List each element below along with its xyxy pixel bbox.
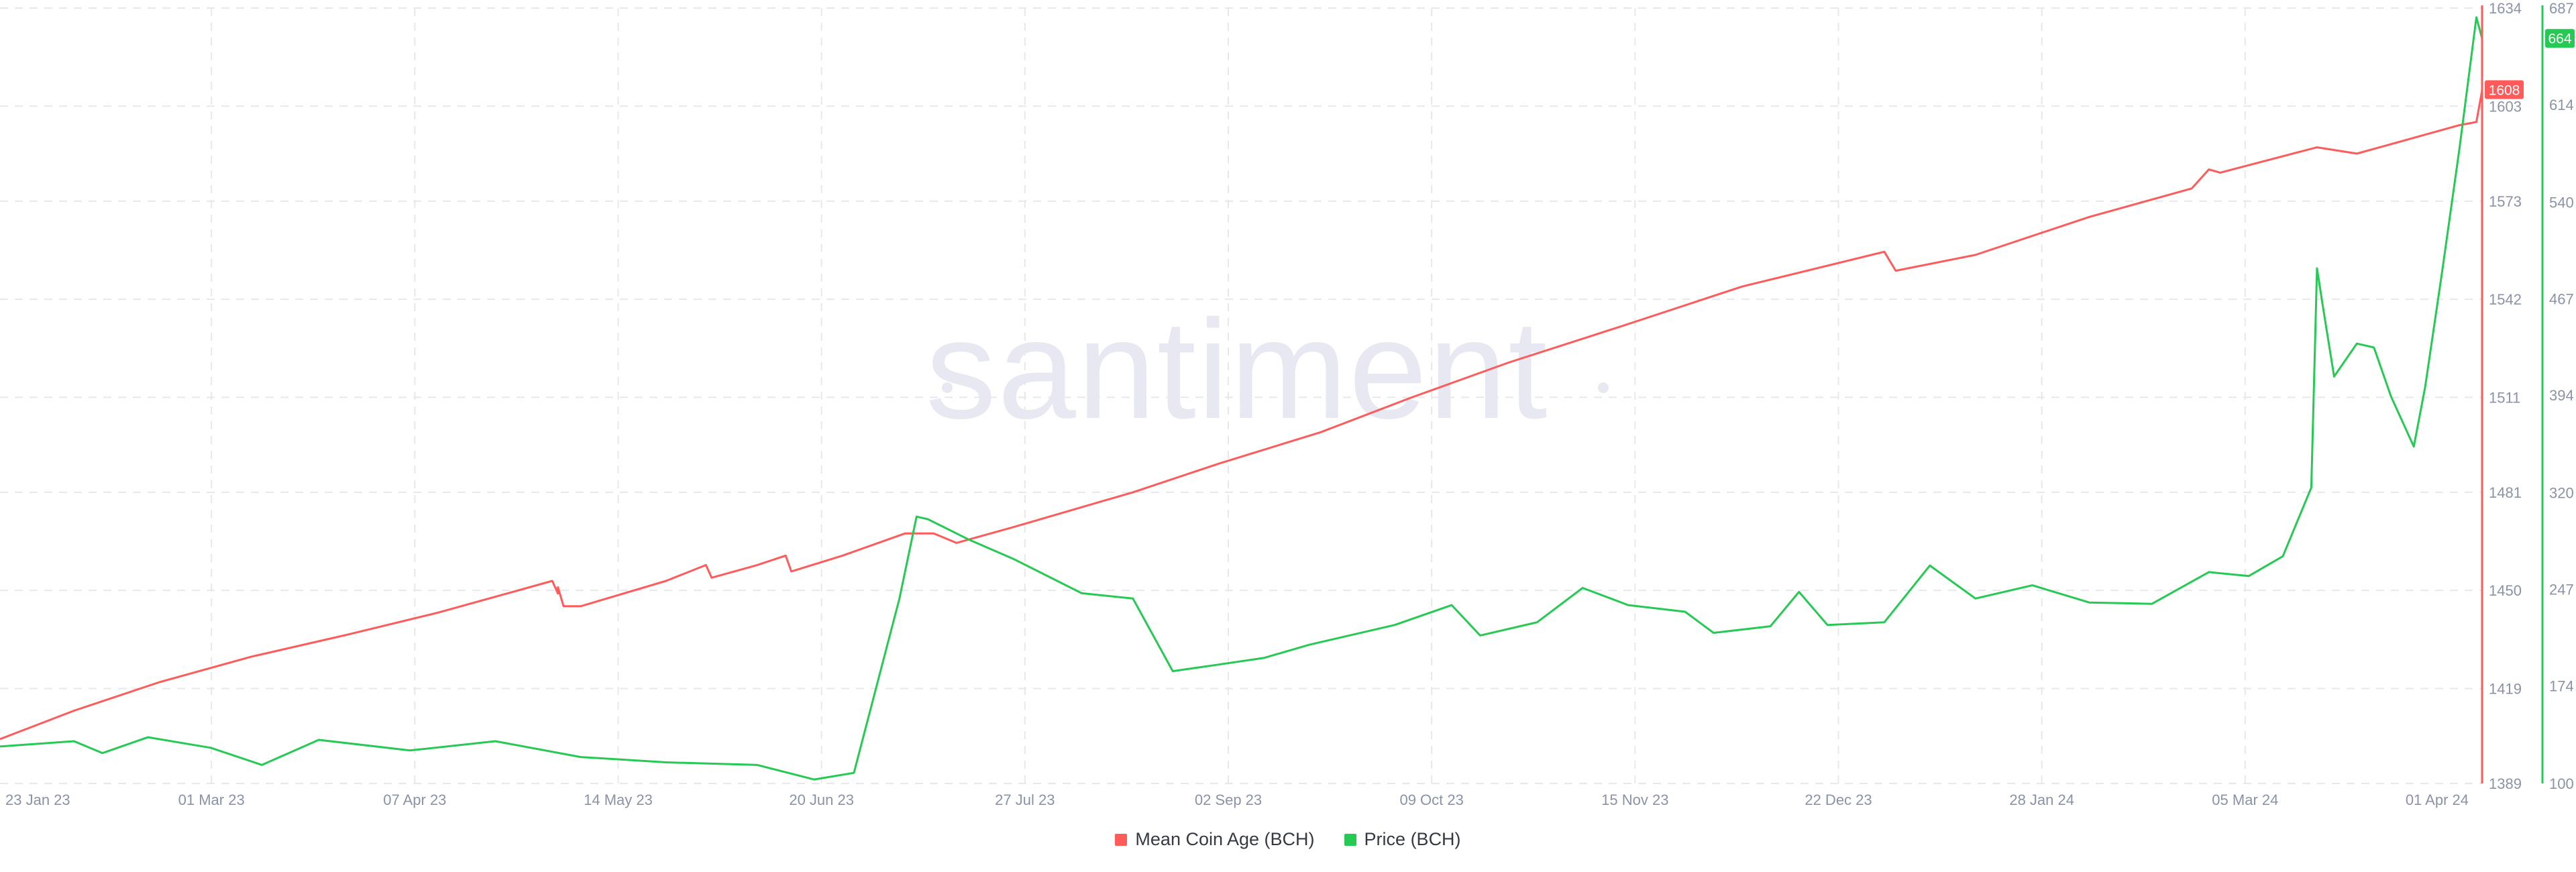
price-badge-text: 664 (2548, 31, 2571, 46)
legend-label-mean-coin-age: Mean Coin Age (BCH) (1135, 829, 1315, 849)
price-tick-label: 540 (2549, 194, 2574, 211)
series-lines (0, 16, 2483, 781)
x-tick-label: 28 Jan 24 (2009, 792, 2074, 808)
price-line (0, 16, 2483, 781)
price-tick-label: 687 (2549, 0, 2574, 17)
mean-coin-age-tick-label: 1634 (2489, 0, 2522, 17)
mean-coin-age-tick-label: 1450 (2489, 582, 2522, 599)
mean-coin-age-tick-label: 1542 (2489, 291, 2522, 308)
price-tick-label: 320 (2549, 485, 2574, 502)
x-tick-label: 22 Dec 23 (1805, 792, 1872, 808)
price-tick-label: 467 (2549, 290, 2574, 307)
mean-coin-age-badge (2485, 80, 2524, 99)
x-tick-label: 01 Mar 23 (178, 792, 245, 808)
mean-coin-age-badge-text: 1608 (2489, 83, 2520, 99)
mean-coin-age-tick-label: 1419 (2489, 680, 2522, 697)
x-tick-label: 02 Sep 23 (1195, 792, 1262, 808)
price-tick-label: 614 (2549, 97, 2574, 113)
price-tick-label: 394 (2549, 387, 2574, 404)
watermark-dot-right (1598, 382, 1609, 393)
mean-coin-age-tick-label: 1389 (2489, 775, 2522, 792)
x-tick-label: 01 Apr 24 (2406, 792, 2469, 808)
x-tick-label: 15 Nov 23 (1601, 792, 1668, 808)
x-tick-label: 05 Mar 24 (2212, 792, 2278, 808)
price-badge (2545, 29, 2575, 48)
grid (0, 7, 2482, 784)
price-tick-label: 247 (2549, 582, 2574, 598)
mean-coin-age-tick-label: 1603 (2489, 98, 2522, 115)
x-tick-label: 20 Jun 23 (789, 792, 854, 808)
legend-swatch-price (1344, 833, 1356, 846)
mean-coin-age-tick-label: 1481 (2489, 484, 2522, 501)
x-tick-label: 27 Jul 23 (995, 792, 1055, 808)
legend-swatch-mean-coin-age (1115, 833, 1128, 846)
watermark-dot-left (942, 382, 953, 393)
legend-item-mean-coin-age[interactable]: Mean Coin Age (BCH) (1115, 829, 1315, 850)
watermark: santiment (926, 290, 1549, 448)
legend-item-price[interactable]: Price (BCH) (1344, 829, 1461, 850)
x-tick-label: 14 May 23 (584, 792, 653, 808)
legend-label-price: Price (BCH) (1364, 829, 1461, 849)
x-tick-label: 23 Jan 23 (5, 792, 70, 808)
mean-coin-age-tick-label: 1511 (2489, 389, 2520, 406)
x-tick-label: 07 Apr 23 (383, 792, 446, 808)
axes: 23 Jan 23 01 Mar 23 07 Apr 23 14 May 23 20 J… (5, 0, 2575, 808)
price-tick-label: 174 (2549, 677, 2574, 694)
price-tick-label: 100 (2549, 775, 2574, 792)
legend: Mean Coin Age (BCH) Price (BCH) (0, 829, 2576, 850)
mean-coin-age-tick-label: 1573 (2489, 193, 2522, 210)
mean-coin-age-line (0, 90, 2483, 741)
x-tick-label: 09 Oct 23 (1399, 792, 1463, 808)
